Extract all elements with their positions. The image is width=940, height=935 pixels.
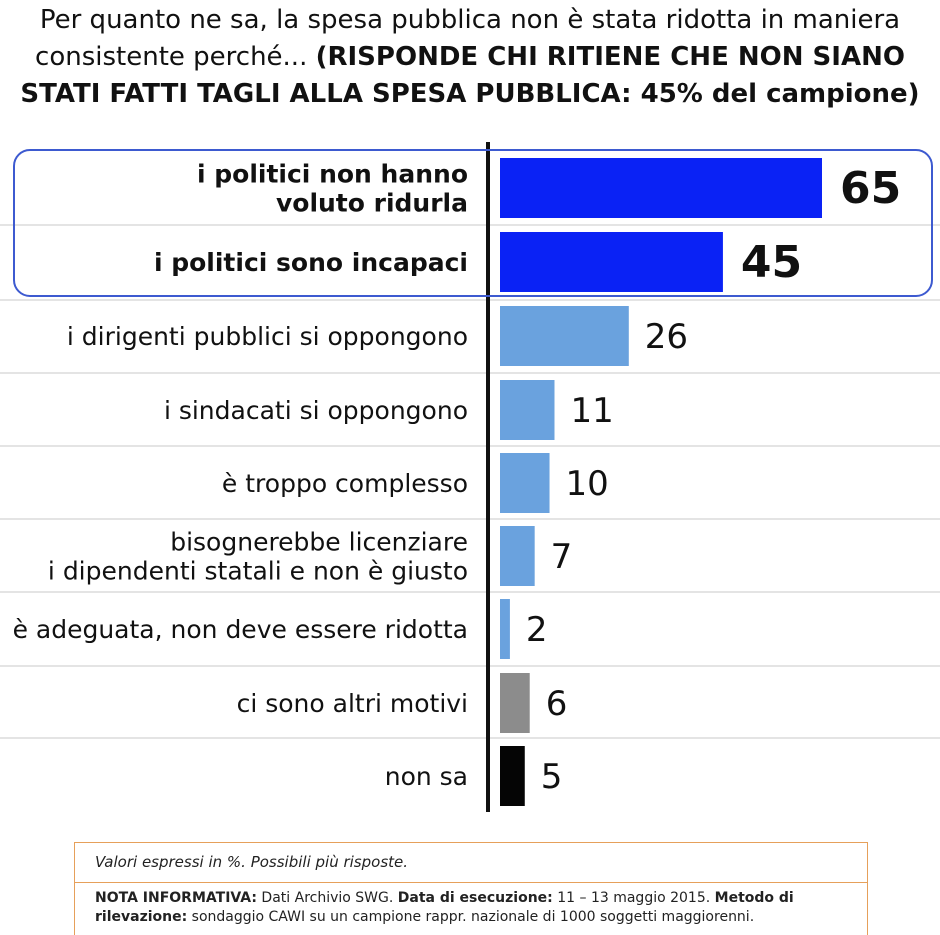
category-label-line: i dirigenti pubblici si oppongono [67,322,468,351]
category-label: i politici sono incapaci [154,248,468,277]
category-label: è adeguata, non deve essere ridotta [13,615,468,644]
category-label: i dirigenti pubblici si oppongono [67,322,468,351]
bar [500,673,530,733]
category-label-line: è adeguata, non deve essere ridotta [13,615,468,644]
footer-divider [75,882,867,883]
category-label-line: bisognerebbe licenziare [170,528,468,557]
date-value: 11 – 13 maggio 2015. [552,890,715,906]
category-label-line: è troppo complesso [222,469,468,498]
value-label: 2 [526,610,548,650]
category-label: è troppo complesso [222,469,468,498]
chart-title: Per quanto ne sa, la spesa pubblica non … [0,2,940,113]
bar [500,599,510,659]
info-label: NOTA INFORMATIVA: [95,890,257,906]
method-label: Metodo di rilevazione: [95,890,794,925]
values-note: Valori espressi in %. Possibili più risp… [95,853,409,871]
category-label: i politici non hanno voluto ridurla [197,160,468,218]
methodology-note: NOTA INFORMATIVA: Dati Archivio SWG. Dat… [95,889,855,927]
category-label: non sa [385,762,468,791]
value-label: 7 [551,537,573,577]
chart-question: Per quanto ne sa, la spesa pubblica non … [35,5,901,72]
method-value: sondaggio CAWI su un campione rappr. naz… [187,909,755,925]
value-label: 45 [741,237,802,288]
date-label: Data di esecuzione: [397,890,553,906]
category-label-line: ci sono altri motivi [237,689,468,718]
info-source: Dati Archivio SWG. [256,890,398,906]
value-label: 26 [645,317,688,357]
category-label-line: i politici non hanno [197,160,468,189]
bar [500,380,555,440]
bar [500,306,629,366]
bar [500,526,535,586]
bar [500,746,525,806]
category-label-line: i politici sono incapaci [154,248,468,277]
bar [500,232,723,292]
category-label: bisognerebbe licenziare i dipendenti stat… [48,528,468,586]
bar [500,158,822,218]
highlight-box [13,149,933,297]
category-label-line: non sa [385,762,468,791]
bar [500,453,550,513]
value-label: 10 [566,464,609,504]
category-label-line: i sindacati si oppongono [164,396,468,425]
value-label: 11 [570,391,613,431]
value-label: 5 [541,757,563,797]
value-label: 6 [546,684,568,724]
info-footer: Valori espressi in %. Possibili più risp… [74,842,868,935]
category-label: ci sono altri motivi [237,689,468,718]
category-label: i sindacati si oppongono [164,396,468,425]
chart-qualifier: (RISPONDE CHI RITIENE CHE NON SIANO STAT… [20,42,920,109]
value-label: 65 [840,163,901,214]
category-label-line: i dipendenti statali e non è giusto [48,557,468,586]
bar-chart: 65i politici non hanno voluto ridurla45i … [0,142,940,812]
category-label-line: voluto ridurla [276,189,468,218]
